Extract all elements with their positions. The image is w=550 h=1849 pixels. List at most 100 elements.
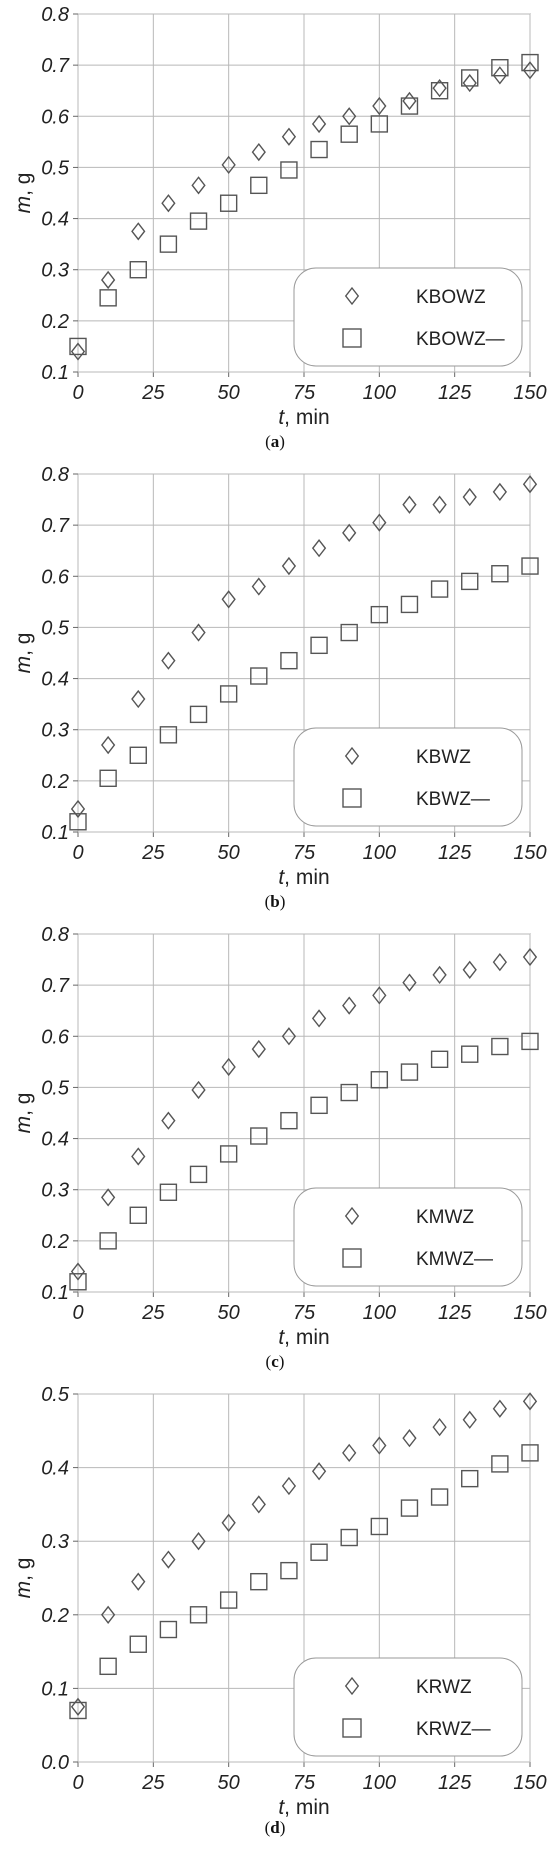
data-point-diamond xyxy=(522,947,538,967)
data-point-diamond xyxy=(101,735,116,755)
data-point-diamond xyxy=(311,539,327,558)
data-point-diamond xyxy=(462,487,477,507)
data-point-square xyxy=(189,705,208,724)
data-point-diamond xyxy=(462,73,477,93)
data-point-square xyxy=(250,667,268,685)
legend: KMWZ KMWZ— xyxy=(293,1187,523,1287)
data-point-square xyxy=(280,161,298,179)
data-point-diamond xyxy=(191,176,206,195)
data-point-square xyxy=(69,337,87,356)
data-point-square xyxy=(69,1701,87,1720)
x-tick-label: 100 xyxy=(363,1302,396,1324)
x-tick-label: 150 xyxy=(513,842,546,864)
data-point-diamond xyxy=(492,952,507,972)
legend-box xyxy=(293,727,523,827)
series-square-c xyxy=(69,1032,539,1291)
data-point-diamond xyxy=(432,1417,447,1437)
data-point-square xyxy=(219,194,238,212)
data-point-square xyxy=(280,651,298,670)
data-point-square xyxy=(280,1561,298,1580)
y-tick-label: 0.4 xyxy=(41,1458,69,1480)
data-point-square xyxy=(99,289,117,307)
y-tick-label: 0.1 xyxy=(41,1678,69,1700)
data-point-diamond xyxy=(191,1080,206,1100)
x-tick-label: 150 xyxy=(513,382,546,404)
data-point-square xyxy=(159,1620,178,1639)
data-point-diamond xyxy=(522,1392,538,1411)
legend-marker-square xyxy=(342,328,362,348)
series-square-d xyxy=(69,1444,539,1720)
y-tick-label: 0.5 xyxy=(41,617,70,639)
x-tick-label: 75 xyxy=(293,382,316,404)
y-tick-label: 0.5 xyxy=(41,1384,70,1406)
legend-label: KBWZ— xyxy=(416,789,490,810)
chart-panel-b: 0 25 50 75 100 125 150 0.1 0.2 0.3 0.4 0.5 0.6 0.7 0.8… xyxy=(0,460,550,920)
legend: KBOWZ KBOWZ— xyxy=(293,267,523,367)
data-point-diamond xyxy=(281,1027,297,1046)
x-tick-label: 125 xyxy=(438,1302,472,1324)
x-tick-label: 0 xyxy=(72,382,83,404)
x-tick-label: 125 xyxy=(438,1772,472,1794)
x-tick-label: 0 xyxy=(72,1302,83,1324)
caption-letter-a: a xyxy=(270,432,280,451)
y-tick-label: 0.1 xyxy=(41,822,69,844)
y-tick-label: 0.5 xyxy=(41,1077,70,1099)
legend-marker-diamond xyxy=(344,1206,360,1226)
y-tick-label: 0.7 xyxy=(41,975,70,997)
y-tick-label: 0.3 xyxy=(41,1180,69,1202)
y-tick-label: 0.8 xyxy=(41,4,69,26)
data-point-diamond xyxy=(492,482,507,502)
data-point-diamond xyxy=(432,495,447,514)
data-point-diamond xyxy=(161,1550,176,1569)
data-point-square xyxy=(69,1273,87,1291)
data-point-square xyxy=(340,623,358,642)
chart-c: 0 25 50 75 100 125 150 0.1 0.2 0.3 0.4 0.5 0.6 0.7 0.8… xyxy=(12,924,547,1349)
data-point-diamond xyxy=(101,1605,116,1624)
x-tick-label: 100 xyxy=(363,1772,396,1794)
chart-panel-a: 0 25 50 75 100 125 150 0.1 0.2 0.3 0.4 0.5 0.6 0.7 0.8… xyxy=(0,0,550,460)
data-point-square xyxy=(340,1528,358,1547)
legend-marker-diamond xyxy=(344,746,360,766)
y-tick-label: 0.2 xyxy=(41,311,69,333)
legend-label: KBOWZ— xyxy=(416,329,505,350)
data-point-diamond xyxy=(462,1410,477,1429)
y-tick-label: 0.8 xyxy=(41,924,69,946)
data-point-diamond xyxy=(281,1476,297,1496)
series-square-b xyxy=(69,557,539,831)
data-point-square xyxy=(219,1591,238,1609)
caption-letter-d: d xyxy=(270,1818,280,1837)
data-point-square xyxy=(491,565,509,583)
data-point-diamond xyxy=(311,1009,327,1028)
y-tick-label: 0.0 xyxy=(41,1752,69,1774)
data-point-square xyxy=(99,769,117,787)
data-point-diamond xyxy=(161,1111,176,1130)
data-point-diamond xyxy=(462,960,477,979)
data-point-square xyxy=(491,1037,509,1056)
data-point-diamond xyxy=(281,127,297,146)
caption-a: (a) xyxy=(265,432,285,451)
data-point-square xyxy=(370,1071,389,1089)
x-axis-label: t, min xyxy=(278,1326,329,1349)
series-diamond-d xyxy=(70,1392,538,1716)
y-tick-label: 0.6 xyxy=(41,566,70,588)
y-tick-label: 0.6 xyxy=(41,1026,70,1048)
y-tick-label: 0.3 xyxy=(41,720,69,742)
x-tick-label: 0 xyxy=(72,842,83,864)
data-point-square xyxy=(129,261,147,279)
legend-label: KBWZ xyxy=(416,747,471,768)
data-point-diamond xyxy=(342,107,357,126)
data-point-square xyxy=(340,1083,358,1102)
data-point-diamond xyxy=(342,523,357,542)
data-point-diamond xyxy=(372,986,387,1005)
data-point-square xyxy=(521,1032,539,1051)
data-point-square xyxy=(99,1232,117,1250)
data-point-diamond xyxy=(372,513,387,532)
data-point-square xyxy=(430,580,449,598)
data-point-square xyxy=(461,69,479,87)
x-tick-label: 125 xyxy=(438,382,472,404)
chart-panel-c: 0 25 50 75 100 125 150 0.1 0.2 0.3 0.4 0.5 0.6 0.7 0.8… xyxy=(0,920,550,1380)
data-point-diamond xyxy=(221,155,236,175)
chart-a: 0 25 50 75 100 125 150 0.1 0.2 0.3 0.4 0.5 0.6 0.7 0.8… xyxy=(12,4,547,429)
legend-box xyxy=(293,1657,523,1757)
